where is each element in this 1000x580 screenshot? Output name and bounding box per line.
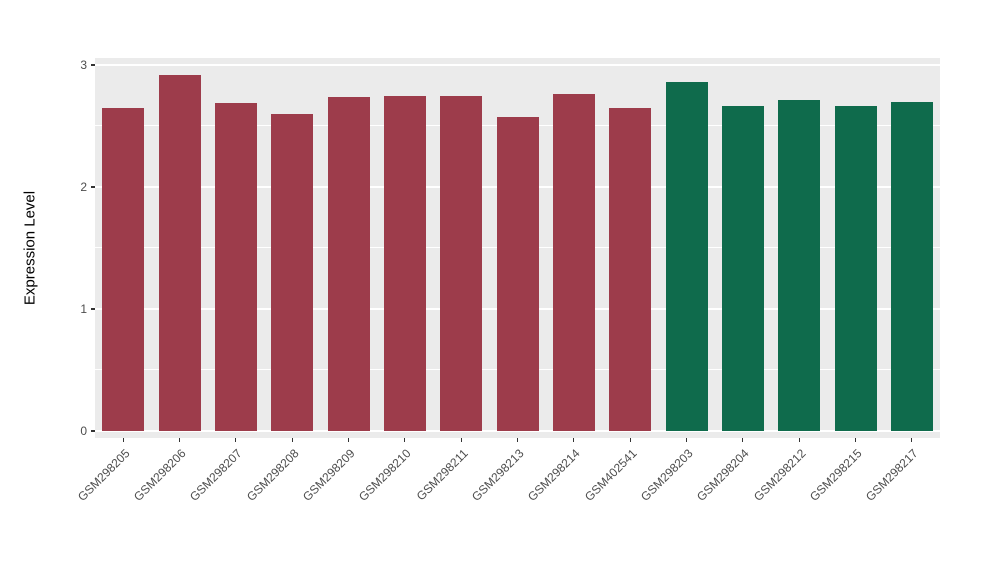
x-tick-mark (629, 438, 631, 442)
bar-GSM298207 (214, 102, 257, 431)
x-tick-label: GSM298206 (131, 446, 189, 504)
x-tick-mark (347, 438, 350, 442)
y-tick-label: 1 (80, 302, 87, 316)
x-tick-mark (798, 438, 800, 442)
x-tick-label: GSM298210 (356, 446, 415, 504)
bar-GSM298212 (778, 100, 821, 431)
x-tick-label: GSM298212 (750, 446, 809, 504)
x-tick-label: GSM298207 (187, 446, 246, 504)
x-tick-label: GSM298215 (807, 446, 865, 504)
y-axis-title: Expression Level (21, 190, 39, 306)
y-tick-label: 0 (80, 424, 87, 438)
x-tick-label: GSM298203 (638, 446, 696, 504)
y-tick-mark (91, 430, 95, 432)
x-tick-label: GSM298209 (300, 446, 358, 504)
x-tick-label: GSM402541 (581, 446, 640, 504)
x-tick-mark (742, 438, 744, 442)
x-tick-mark (854, 438, 857, 442)
bar-GSM298215 (834, 106, 877, 431)
bar-GSM298214 (552, 94, 595, 431)
gridline-major (95, 430, 940, 432)
x-tick-mark (404, 438, 406, 442)
bar-GSM298213 (496, 117, 539, 431)
x-tick-label: GSM298211 (413, 446, 471, 504)
x-tick-label: GSM298208 (243, 446, 302, 504)
bar-GSM298209 (327, 96, 370, 431)
bar-GSM298210 (383, 95, 426, 431)
bar-GSM298211 (440, 95, 483, 431)
x-tick-label: GSM298213 (469, 446, 527, 504)
x-tick-label: GSM298204 (694, 446, 753, 504)
bar-GSM298205 (102, 107, 145, 431)
x-tick-mark (178, 438, 181, 442)
x-tick-label: GSM298214 (525, 446, 584, 504)
y-tick-mark (91, 64, 95, 66)
x-tick-label: GSM298205 (74, 446, 133, 504)
x-tick-mark (460, 438, 462, 442)
bar-GSM402541 (609, 107, 652, 431)
y-tick-mark (91, 186, 95, 188)
x-tick-mark (911, 438, 913, 442)
y-tick-label: 3 (80, 58, 87, 72)
x-tick-mark (122, 438, 124, 442)
plot-panel (95, 58, 940, 438)
bar-GSM298203 (665, 82, 708, 431)
x-tick-mark (573, 438, 575, 442)
y-tick-mark (91, 308, 95, 310)
x-tick-label: GSM298217 (863, 446, 922, 504)
bar-GSM298208 (271, 113, 314, 431)
x-tick-mark (291, 438, 293, 442)
bar-GSM298217 (890, 101, 933, 431)
x-tick-mark (235, 438, 237, 442)
bar-GSM298204 (721, 106, 764, 431)
y-tick-label: 2 (80, 180, 87, 194)
gridline-major (95, 64, 940, 66)
x-tick-mark (685, 438, 688, 442)
bar-GSM298206 (158, 74, 201, 431)
x-tick-mark (516, 438, 519, 442)
